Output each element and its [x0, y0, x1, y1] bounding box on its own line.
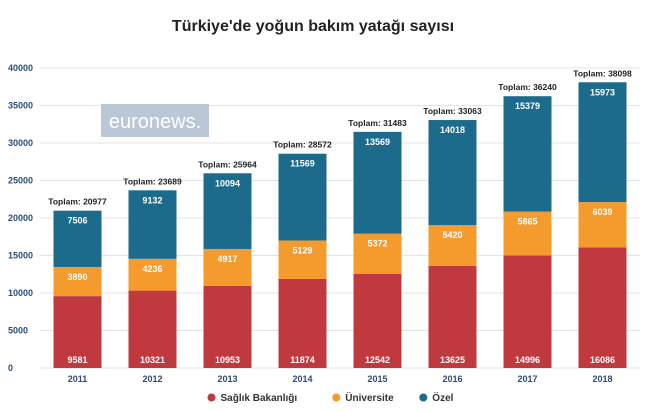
data-label: 7506	[67, 216, 87, 226]
data-label: 4917	[217, 254, 237, 264]
bar-segment	[428, 265, 477, 368]
legend-label: Üniversite	[345, 391, 394, 404]
x-tick-label: 2013	[217, 374, 237, 384]
bar-segment	[278, 153, 327, 241]
data-label: 12542	[365, 355, 390, 365]
x-axis: 2011 2012 2013 2014 2015 2016 2017 2018	[68, 374, 613, 384]
total-label: Toplam: 33063	[423, 106, 482, 116]
data-label: 4236	[142, 264, 162, 274]
data-label: 5865	[517, 217, 537, 227]
y-tick-label: 10000	[8, 288, 33, 298]
y-tick-label: 40000	[8, 63, 33, 73]
bar-segment	[578, 247, 627, 368]
y-tick-label: 5000	[8, 326, 28, 336]
x-tick-label: 2012	[142, 374, 162, 384]
euronews-logo: euronews.	[101, 104, 209, 137]
x-tick-label: 2011	[68, 374, 88, 384]
x-tick-label: 2017	[517, 374, 537, 384]
bar-segment	[578, 82, 627, 203]
bar-segment	[203, 173, 252, 249]
y-tick-label: 25000	[8, 176, 33, 186]
bar-segment	[53, 210, 102, 267]
bar-segment	[428, 225, 477, 266]
data-label: 9581	[67, 355, 87, 365]
data-label: 3890	[67, 272, 87, 282]
bar-segment	[53, 266, 102, 297]
legend-label: Özel	[432, 391, 453, 404]
bar-segment	[578, 202, 627, 248]
bar-segment	[503, 211, 552, 256]
x-tick-label: 2015	[367, 374, 387, 384]
total-label: Toplam: 31483	[348, 118, 407, 128]
y-tick-label: 15000	[8, 251, 33, 261]
total-label: Toplam: 38098	[573, 68, 632, 78]
logo-text: euronews.	[109, 111, 201, 133]
x-tick-label: 2016	[442, 374, 462, 384]
chart-title: Türkiye'de yoğun bakım yatağı sayısı	[172, 18, 454, 35]
bar-segment	[503, 96, 552, 212]
total-label: Toplam: 36240	[498, 82, 557, 92]
bar-segment	[353, 273, 402, 368]
total-label: Toplam: 28572	[273, 140, 332, 150]
data-label: 5129	[292, 245, 312, 255]
bar-segment	[278, 278, 327, 368]
data-label: 14996	[515, 355, 540, 365]
data-label: 5372	[367, 239, 387, 249]
data-label: 16086	[590, 355, 615, 365]
total-label: Toplam: 25964	[198, 159, 257, 169]
data-label: 5420	[442, 230, 462, 240]
legend-label: Sağlık Bakanlığı	[221, 393, 298, 404]
data-label: 13625	[440, 355, 465, 365]
bar-segment	[278, 240, 327, 279]
bar-segment	[353, 233, 402, 274]
bars: 9581 3890 7506 Toplam: 20977 10321 4236 9132 To…	[48, 68, 632, 368]
bar-segment	[128, 290, 177, 368]
bar-segment	[128, 258, 177, 291]
x-tick-label: 2018	[592, 374, 612, 384]
legend-marker	[419, 393, 428, 402]
legend-marker	[332, 393, 341, 402]
data-label: 15973	[590, 87, 615, 97]
logo-background	[101, 104, 209, 137]
y-tick-label: 35000	[8, 101, 33, 111]
x-tick-label: 2014	[292, 374, 312, 384]
data-label: 9132	[142, 195, 162, 205]
data-label: 11569	[290, 159, 315, 169]
total-label: Toplam: 23689	[123, 176, 182, 186]
legend-marker	[207, 393, 216, 402]
total-label: Toplam: 20977	[48, 197, 107, 207]
bar-segment	[428, 120, 477, 226]
data-label: 15379	[515, 101, 540, 111]
data-label: 10953	[215, 355, 240, 365]
data-label: 6039	[592, 207, 612, 217]
legend: Sağlık Bakanlığı Üniversite Özel	[207, 391, 454, 404]
y-tick-label: 20000	[8, 213, 33, 223]
data-label: 10321	[140, 355, 165, 365]
data-label: 13569	[365, 137, 390, 147]
data-label: 10094	[215, 178, 240, 188]
y-tick-label: 30000	[8, 138, 33, 148]
bar-segment	[53, 296, 102, 368]
y-tick-label: 0	[8, 363, 13, 373]
bar-segment	[353, 131, 402, 234]
bar-segment	[128, 190, 177, 259]
bar-segment	[203, 285, 252, 368]
data-label: 14018	[440, 125, 465, 135]
bar-segment	[203, 248, 252, 286]
y-axis: 0 5000 10000 15000 20000 25000 30000 35000 40000	[8, 63, 33, 373]
data-label: 11874	[290, 355, 315, 365]
bar-segment	[503, 255, 552, 368]
